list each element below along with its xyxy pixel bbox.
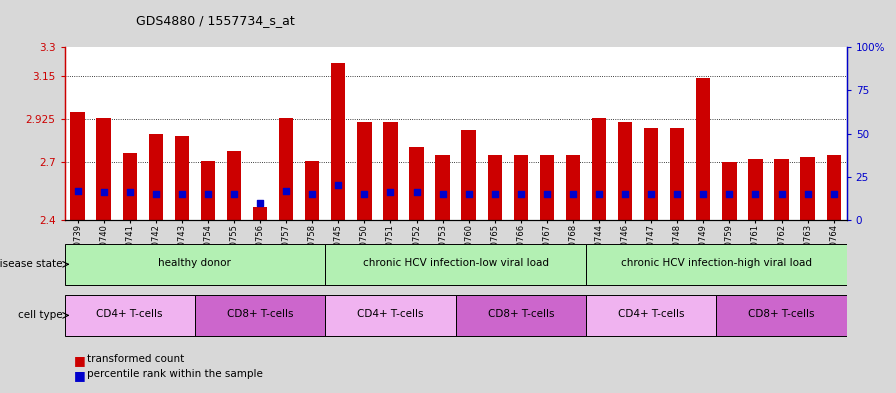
Point [722, 191, 737, 197]
Point [696, 191, 711, 197]
Point [826, 191, 840, 197]
Bar [586, 295, 717, 336]
Bar [696, 78, 711, 220]
Bar [539, 155, 554, 220]
Text: chronic HCV infection-high viral load: chronic HCV infection-high viral load [621, 258, 812, 268]
Bar [717, 295, 847, 336]
Bar [513, 155, 528, 220]
Bar [227, 151, 241, 220]
Bar [71, 112, 85, 220]
Point [513, 191, 528, 197]
Point [800, 191, 814, 197]
Point [435, 191, 450, 197]
Bar [194, 295, 325, 336]
Bar [670, 128, 685, 220]
Bar [279, 118, 293, 220]
Bar [65, 244, 325, 285]
Bar [455, 295, 586, 336]
Text: ■: ■ [73, 369, 85, 382]
Point [748, 191, 762, 197]
Text: CD4+ T-cells: CD4+ T-cells [618, 309, 685, 320]
Bar [149, 134, 163, 220]
Bar [487, 155, 502, 220]
Point [149, 191, 163, 197]
Bar [722, 162, 737, 220]
Point [670, 191, 685, 197]
Bar [644, 128, 659, 220]
Point [358, 191, 372, 197]
Bar [565, 155, 580, 220]
Text: chronic HCV infection-low viral load: chronic HCV infection-low viral load [363, 258, 548, 268]
Text: disease state: disease state [0, 259, 63, 269]
Text: cell type: cell type [18, 310, 63, 320]
Point [539, 191, 554, 197]
Point [409, 189, 424, 196]
Point [97, 189, 111, 196]
Text: transformed count: transformed count [87, 354, 185, 364]
Text: CD8+ T-cells: CD8+ T-cells [487, 309, 554, 320]
Point [618, 191, 633, 197]
Bar [358, 122, 372, 220]
Point [279, 187, 293, 194]
Point [123, 189, 137, 196]
Bar [618, 122, 633, 220]
Point [383, 189, 398, 196]
Bar [325, 295, 456, 336]
Bar [586, 244, 847, 285]
Bar [409, 147, 424, 220]
Point [227, 191, 241, 197]
Bar [435, 155, 450, 220]
Bar [253, 207, 267, 220]
Text: CD8+ T-cells: CD8+ T-cells [748, 309, 814, 320]
Bar [305, 160, 319, 220]
Bar [175, 136, 189, 220]
Text: GDS4880 / 1557734_s_at: GDS4880 / 1557734_s_at [136, 15, 295, 28]
Bar [123, 153, 137, 220]
Bar [826, 155, 840, 220]
Bar [800, 157, 814, 220]
Text: ■: ■ [73, 354, 85, 367]
Text: CD4+ T-cells: CD4+ T-cells [97, 309, 163, 320]
Point [332, 182, 346, 189]
Text: CD4+ T-cells: CD4+ T-cells [358, 309, 424, 320]
Point [774, 191, 788, 197]
Text: percentile rank within the sample: percentile rank within the sample [87, 369, 263, 379]
Bar [592, 118, 607, 220]
Point [253, 200, 267, 206]
Point [565, 191, 580, 197]
Point [71, 187, 85, 194]
Bar [201, 160, 215, 220]
Bar [325, 244, 586, 285]
Bar [65, 295, 195, 336]
Point [175, 191, 189, 197]
Point [461, 191, 476, 197]
Bar [97, 118, 111, 220]
Point [644, 191, 659, 197]
Point [201, 191, 215, 197]
Bar [748, 159, 762, 220]
Bar [383, 122, 398, 220]
Text: healthy donor: healthy donor [159, 258, 231, 268]
Text: CD8+ T-cells: CD8+ T-cells [227, 309, 293, 320]
Bar [461, 130, 476, 220]
Bar [774, 159, 788, 220]
Point [487, 191, 502, 197]
Bar [332, 62, 346, 220]
Point [592, 191, 607, 197]
Point [305, 191, 319, 197]
